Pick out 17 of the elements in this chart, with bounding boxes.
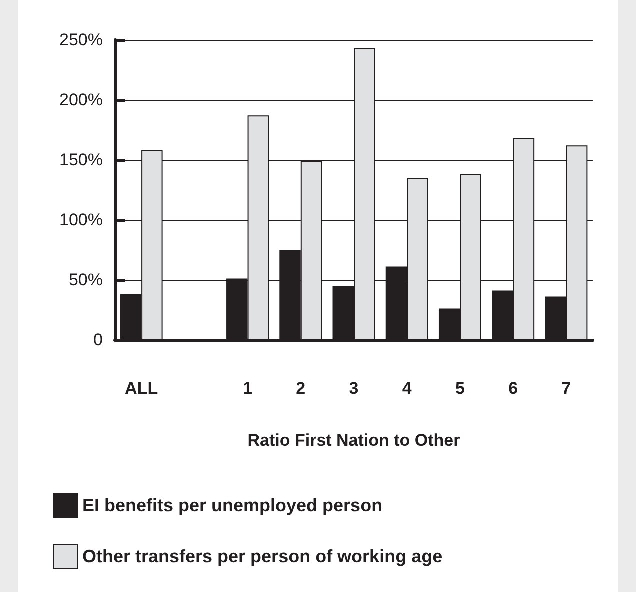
y-tick-label: 200% [60,90,103,110]
y-tick-label: 0 [94,330,103,350]
x-axis-title: Ratio First Nation to Other [248,431,461,450]
x-tick-label: 2 [296,379,306,398]
y-tick-label: 50% [68,270,103,290]
x-tick-label: 3 [349,379,359,398]
legend-label: Other transfers per person of working age [82,546,443,566]
y-tick-label: 250% [60,30,103,50]
x-tick-label: 6 [508,379,518,398]
x-tick-label: ALL [125,379,158,398]
y-tick-label: 100% [60,210,103,230]
x-tick-label: 1 [243,379,253,398]
x-tick-label: 5 [455,379,465,398]
x-tick-label: 7 [562,379,572,398]
legend-label: EI benefits per unemployed person [82,496,383,516]
y-tick-label: 150% [60,150,103,170]
x-tick-label: 4 [402,379,412,398]
